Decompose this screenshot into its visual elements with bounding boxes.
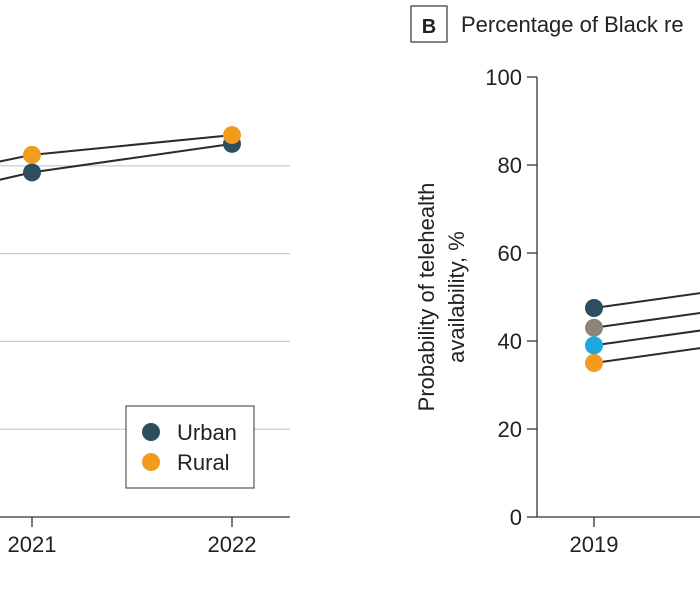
panel-b-axes: 0 20 40 60 80 100 2019 (485, 65, 700, 557)
panel-b-chart: B Percentage of Black re Probability of … (410, 5, 700, 557)
x-tick-label-2021: 2021 (8, 532, 57, 557)
x-tick-label-2019: 2019 (570, 532, 619, 557)
y-tick-label-80: 80 (498, 153, 522, 178)
series-line-1 (593, 292, 700, 309)
legend-label-rural: Rural (177, 450, 230, 475)
point-series-4-2019 (585, 354, 603, 372)
point-series-3-2019 (585, 336, 603, 355)
y-tick-label-0: 0 (510, 505, 522, 530)
panel-b-label: B (422, 16, 436, 38)
panel-b-label-box (410, 5, 448, 43)
point-rural-2021 (23, 145, 41, 164)
series-line-3 (593, 329, 700, 347)
panel-b-y-axis-title: Probability of telehealth availability, … (414, 183, 469, 412)
legend-swatch-rural (142, 453, 160, 471)
panel-a-x-axis: 2021 2022 (0, 516, 290, 557)
panel-a-data-points (23, 126, 241, 182)
panel-b-title: Percentage of Black re (461, 12, 684, 37)
y-tick-label-20: 20 (498, 417, 522, 442)
y-tick-label-40: 40 (498, 329, 522, 354)
legend-swatch-urban (142, 423, 160, 441)
panel-a-chart: 2021 2022 Urban Rural (0, 126, 290, 557)
point-rural-2022 (223, 126, 241, 145)
series-line-2 (593, 311, 700, 329)
series-line-4 (593, 347, 700, 364)
x-tick-label-2022: 2022 (208, 532, 257, 557)
point-urban-2021 (23, 163, 41, 182)
y-axis-title-line-2: availability, % (444, 231, 469, 363)
panel-a-legend: Urban Rural (125, 405, 255, 489)
y-axis-title-line-1: Probability of telehealth (414, 183, 439, 412)
panel-b-data-points (585, 299, 603, 372)
legend-frame (125, 405, 255, 489)
panel-b-series-lines (593, 292, 700, 364)
panel-a-gridlines (0, 165, 290, 430)
y-tick-label-100: 100 (485, 65, 522, 90)
legend-label-urban: Urban (177, 420, 237, 445)
y-tick-label-60: 60 (498, 241, 522, 266)
point-series-2-2019 (585, 318, 603, 337)
point-series-1-2019 (585, 299, 603, 317)
